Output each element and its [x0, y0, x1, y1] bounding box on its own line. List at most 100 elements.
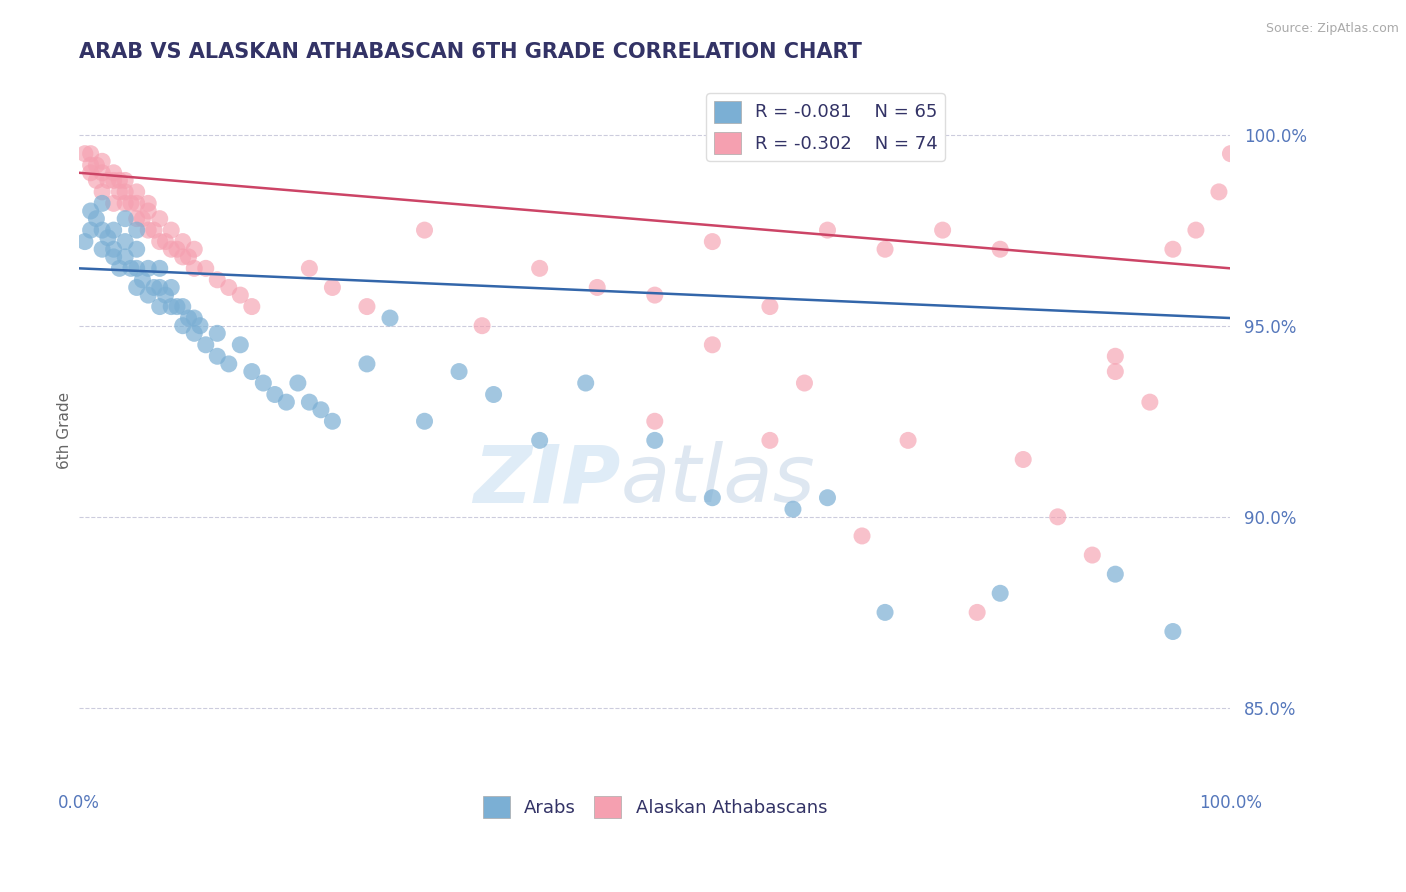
- Point: [103, 173, 125, 187]
- Point: [482, 387, 505, 401]
- Point: [136, 288, 159, 302]
- Point: [172, 235, 194, 249]
- Text: atlas: atlas: [620, 442, 815, 519]
- Point: [586, 280, 609, 294]
- Point: [575, 376, 598, 390]
- Point: [966, 606, 988, 620]
- Point: [125, 196, 148, 211]
- Point: [177, 311, 200, 326]
- Point: [73, 146, 96, 161]
- Point: [136, 196, 159, 211]
- Point: [79, 146, 101, 161]
- Point: [1104, 567, 1126, 582]
- Point: [114, 173, 136, 187]
- Point: [1104, 349, 1126, 363]
- Point: [817, 223, 839, 237]
- Point: [1012, 452, 1035, 467]
- Point: [125, 185, 148, 199]
- Point: [183, 326, 205, 341]
- Point: [97, 173, 120, 187]
- Point: [91, 185, 114, 199]
- Point: [321, 414, 343, 428]
- Point: [91, 196, 114, 211]
- Point: [149, 280, 172, 294]
- Point: [125, 242, 148, 256]
- Point: [183, 261, 205, 276]
- Point: [114, 185, 136, 199]
- Point: [143, 223, 166, 237]
- Point: [120, 261, 142, 276]
- Point: [79, 158, 101, 172]
- Point: [149, 235, 172, 249]
- Point: [1104, 365, 1126, 379]
- Point: [356, 300, 378, 314]
- Point: [817, 491, 839, 505]
- Y-axis label: 6th Grade: 6th Grade: [58, 392, 72, 469]
- Point: [702, 235, 724, 249]
- Point: [91, 242, 114, 256]
- Point: [229, 338, 252, 352]
- Point: [702, 338, 724, 352]
- Point: [155, 288, 177, 302]
- Point: [1219, 146, 1241, 161]
- Point: [449, 365, 471, 379]
- Point: [166, 300, 188, 314]
- Point: [897, 434, 920, 448]
- Point: [1161, 242, 1184, 256]
- Text: Source: ZipAtlas.com: Source: ZipAtlas.com: [1265, 22, 1399, 36]
- Point: [136, 261, 159, 276]
- Point: [103, 166, 125, 180]
- Point: [1208, 185, 1230, 199]
- Point: [782, 502, 804, 516]
- Point: [108, 173, 131, 187]
- Point: [86, 211, 108, 226]
- Point: [160, 300, 183, 314]
- Point: [149, 211, 172, 226]
- Point: [188, 318, 211, 333]
- Point: [79, 204, 101, 219]
- Point: [276, 395, 298, 409]
- Point: [873, 242, 896, 256]
- Point: [240, 300, 263, 314]
- Point: [988, 242, 1011, 256]
- Point: [529, 261, 551, 276]
- Point: [207, 326, 229, 341]
- Point: [229, 288, 252, 302]
- Point: [759, 300, 782, 314]
- Point: [194, 338, 217, 352]
- Point: [1161, 624, 1184, 639]
- Point: [263, 387, 285, 401]
- Text: ZIP: ZIP: [472, 442, 620, 519]
- Point: [73, 235, 96, 249]
- Point: [125, 280, 148, 294]
- Point: [136, 223, 159, 237]
- Point: [172, 318, 194, 333]
- Point: [125, 261, 148, 276]
- Point: [240, 365, 263, 379]
- Point: [136, 204, 159, 219]
- Point: [644, 288, 666, 302]
- Point: [183, 242, 205, 256]
- Point: [125, 223, 148, 237]
- Point: [218, 280, 240, 294]
- Point: [108, 261, 131, 276]
- Point: [108, 185, 131, 199]
- Point: [759, 434, 782, 448]
- Point: [131, 211, 153, 226]
- Point: [79, 223, 101, 237]
- Point: [644, 434, 666, 448]
- Point: [97, 231, 120, 245]
- Point: [356, 357, 378, 371]
- Point: [114, 250, 136, 264]
- Point: [252, 376, 274, 390]
- Point: [172, 300, 194, 314]
- Point: [1081, 548, 1104, 562]
- Point: [103, 223, 125, 237]
- Point: [149, 300, 172, 314]
- Point: [931, 223, 953, 237]
- Point: [1139, 395, 1161, 409]
- Point: [172, 250, 194, 264]
- Point: [143, 280, 166, 294]
- Point: [86, 158, 108, 172]
- Point: [1185, 223, 1208, 237]
